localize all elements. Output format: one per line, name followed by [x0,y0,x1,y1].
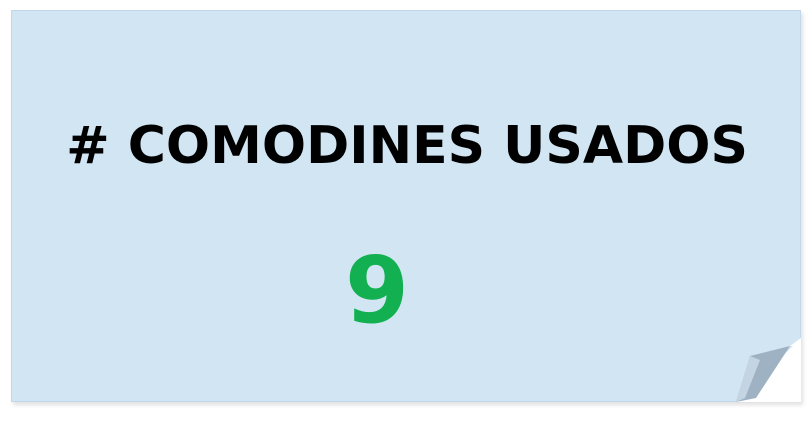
wildcards-used-count: 9 [344,237,409,344]
wildcards-used-card: # COMODINES USADOS 9 [11,10,801,402]
wildcards-used-title: # COMODINES USADOS [66,116,748,176]
